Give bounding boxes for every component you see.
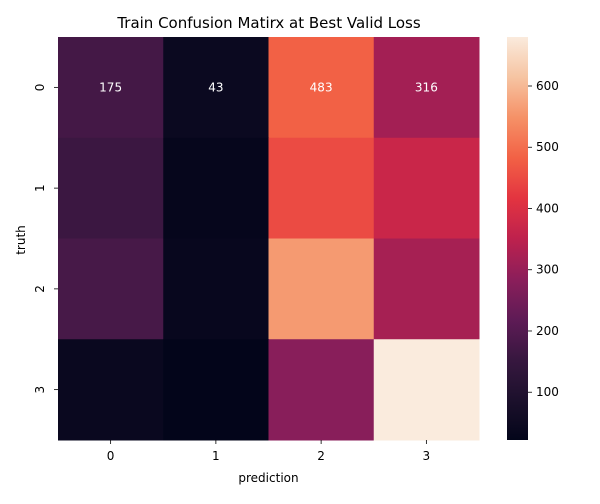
y-axis-label: truth — [14, 225, 28, 255]
colorbar-tick-label: 300 — [536, 263, 559, 277]
y-tick-label: 0 — [33, 84, 47, 92]
heatmap-cell-r2-c2 — [268, 238, 375, 340]
colorbar-tick-label: 100 — [536, 385, 559, 399]
heatmap-cell-r2-c3 — [373, 238, 480, 340]
x-axis: 0 1 2 3 — [107, 440, 430, 463]
cell-value-label-r0-c0: 175 — [99, 80, 122, 94]
colorbar-tick-label: 200 — [536, 324, 559, 338]
heatmap-cell-r1-c2 — [268, 137, 375, 239]
heatmap-cell-r0-c0 — [58, 37, 164, 139]
colorbar-tick-label: 400 — [536, 201, 559, 215]
x-tick-label: 3 — [423, 449, 431, 463]
colorbar-ticks: 100 200 300 400 500 600 — [528, 79, 559, 399]
heatmap-cell-r1-c0 — [58, 137, 164, 239]
heatmap-cell-r0-c3 — [373, 37, 480, 139]
cell-value-label-r0-c1: 43 — [208, 80, 223, 94]
x-tick-label: 2 — [317, 449, 325, 463]
heatmap-cell-r0-c1 — [163, 37, 269, 139]
heatmap-cell-r2-c0 — [58, 238, 164, 340]
cell-value-label-r0-c3: 316 — [415, 80, 438, 94]
heatmap-cell-r3-c0 — [58, 339, 164, 441]
y-tick-label: 2 — [33, 285, 47, 293]
cell-value-label-r0-c2: 483 — [310, 80, 333, 94]
x-tick-label: 0 — [107, 449, 115, 463]
x-axis-label: prediction — [238, 471, 298, 485]
heatmap-cell-r3-c2 — [268, 339, 375, 441]
colorbar — [507, 37, 528, 440]
heatmap-cells — [58, 37, 480, 441]
heatmap-cell-r2-c1 — [163, 238, 269, 340]
x-tick-label: 1 — [212, 449, 220, 463]
y-tick-label: 1 — [33, 184, 47, 192]
chart-title: Train Confusion Matirx at Best Valid Los… — [116, 14, 421, 32]
y-axis: 0 1 2 3 — [33, 84, 58, 394]
heatmap-cell-r1-c3 — [373, 137, 480, 239]
heatmap-cell-r3-c3 — [373, 339, 480, 441]
heatmap-cell-r0-c2 — [268, 37, 375, 139]
heatmap-cell-r1-c1 — [163, 137, 269, 239]
colorbar-tick-label: 500 — [536, 140, 559, 154]
heatmap-cell-r3-c1 — [163, 339, 269, 441]
colorbar-tick-label: 600 — [536, 79, 559, 93]
cell-value-labels: 175 43 483 316 — [99, 80, 438, 94]
y-tick-label: 3 — [33, 386, 47, 394]
